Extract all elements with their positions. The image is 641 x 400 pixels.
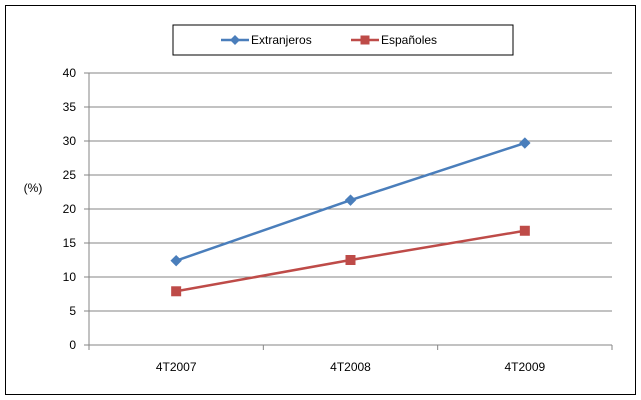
y-tick-label: 35 bbox=[63, 100, 77, 114]
data-point bbox=[170, 254, 182, 267]
legend-marker bbox=[360, 35, 370, 45]
y-tick-label: 20 bbox=[63, 202, 77, 216]
legend-marker bbox=[230, 35, 240, 45]
y-tick-label: 15 bbox=[63, 236, 77, 250]
y-axis-label: (%) bbox=[24, 181, 43, 195]
chart-frame bbox=[5, 5, 636, 395]
x-tick-label: 4T2007 bbox=[156, 360, 197, 374]
series-1 bbox=[171, 225, 530, 297]
data-point bbox=[344, 194, 357, 206]
y-tick-label: 10 bbox=[63, 270, 77, 284]
y-tick-label: 40 bbox=[63, 66, 77, 80]
y-tick-label: 30 bbox=[63, 134, 77, 148]
data-point bbox=[519, 225, 530, 236]
series-group bbox=[170, 137, 531, 297]
data-point bbox=[171, 286, 182, 297]
gridlines bbox=[89, 72, 612, 312]
legend-label: Extranjeros bbox=[251, 33, 312, 47]
x-tick-label: 4T2009 bbox=[504, 360, 545, 374]
data-point bbox=[519, 137, 531, 149]
x-tick-label: 4T2008 bbox=[330, 360, 371, 374]
data-point bbox=[345, 255, 356, 265]
legend-label: Españoles bbox=[381, 33, 437, 47]
series-0 bbox=[170, 137, 531, 267]
x-axis: 4T2007 4T2008 4T2009 bbox=[88, 344, 613, 374]
y-tick-label: 5 bbox=[69, 304, 76, 318]
y-axis: 0 5 10 15 20 25 30 35 40 bbox=[63, 66, 90, 352]
y-tick-label: 0 bbox=[69, 338, 76, 352]
legend: Extranjeros Españoles bbox=[172, 24, 514, 56]
y-tick-label: 25 bbox=[63, 168, 77, 182]
